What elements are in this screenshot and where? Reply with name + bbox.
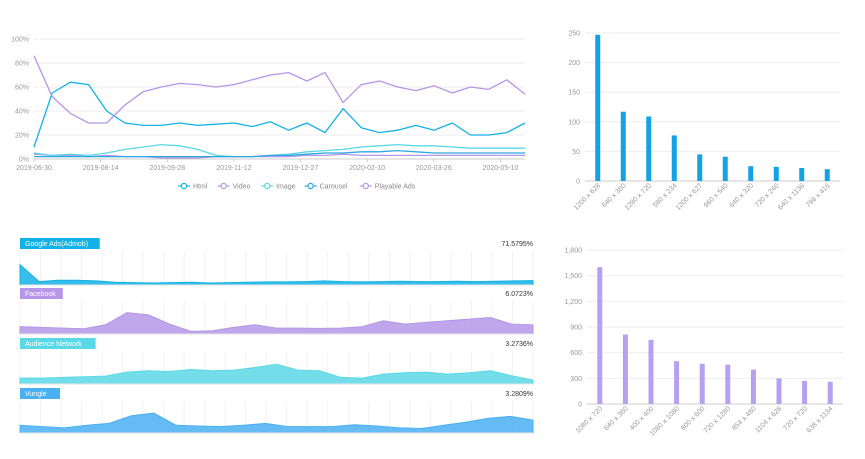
resolution-bar-chart-x-tick-label: 1280 x 720	[624, 182, 654, 212]
resolution-bar-chart-y-tick-label: 50	[572, 149, 580, 156]
size-bar-chart-y-tick-label: 600	[570, 350, 582, 357]
legend-label-html: Html	[193, 184, 208, 191]
x-tick-label: 2019-11-12	[216, 165, 251, 172]
resolution-bar-chart-bar[interactable]	[748, 166, 754, 181]
resolution-bar-chart-x-tick-label: 960 x 540	[703, 182, 730, 209]
y-tick-label: 100%	[11, 37, 29, 44]
legend-label-video: Video	[233, 184, 251, 191]
resolution-bar-chart-y-tick-label: 100	[568, 119, 580, 126]
size-bar-chart-y-tick-label: 1,500	[564, 273, 582, 280]
size-bar-chart-bar[interactable]	[622, 334, 628, 404]
google-ads-admob-label: Google Ads(Admob)	[25, 241, 88, 248]
size-bar-chart-x-tick-label: 638 x 1134	[806, 405, 835, 434]
size-bar-chart-x-tick-label: 720 x 1280	[703, 405, 733, 435]
facebook-percent: 6.0723%	[505, 291, 533, 298]
size-bar-chart-y-tick-label: 1,200	[564, 299, 582, 306]
x-tick-label: 2020-05-10	[483, 165, 519, 172]
size-bar-chart-bar[interactable]	[776, 378, 782, 404]
vungle-area[interactable]	[19, 412, 534, 434]
size-bar-chart-bar[interactable]	[648, 339, 654, 404]
y-tick-label: 20%	[15, 133, 29, 140]
y-tick-label: 60%	[15, 85, 29, 92]
resolution-bar-chart-bar[interactable]	[824, 169, 830, 181]
google-ads-admob-label-tag	[20, 238, 100, 249]
size-bar-chart-x-tick-label: 720 x 720	[782, 405, 809, 432]
legend-label-image: Image	[276, 184, 296, 191]
facebook-area[interactable]	[19, 312, 534, 335]
resolution-bar-chart-bar[interactable]	[595, 34, 601, 181]
y-tick-label: 0%	[19, 157, 29, 164]
facebook-label: Facebook	[25, 291, 56, 298]
legend-label-carousel: Carousel	[320, 184, 348, 191]
resolution-bar-chart-x-tick-label: 640 x 360	[601, 182, 628, 209]
resolution-bar-chart-x-tick-label: 796 x 416	[805, 182, 832, 209]
audience-network-area[interactable]	[19, 363, 534, 385]
size-bar-chart-y-tick-label: 0	[578, 402, 582, 409]
x-tick-label: 2020-02-10	[349, 165, 385, 172]
size-bar-chart-bar[interactable]	[699, 363, 705, 404]
series-line-carousel	[34, 149, 525, 158]
resolution-bar-chart-y-tick-label: 200	[568, 60, 580, 67]
vungle-percent: 3.2809%	[505, 391, 533, 398]
size-bar-chart-y-tick-label: 1,800	[564, 248, 582, 255]
series-line-html	[33, 81, 526, 148]
resolution-bar-chart-bar[interactable]	[646, 116, 652, 181]
size-bar-chart-y-tick-label: 300	[570, 376, 582, 383]
size-bar-chart-bar[interactable]	[674, 361, 680, 404]
audience-network-label: Audience Network	[25, 341, 82, 348]
legend-label-playable-ads: Playable Ads	[375, 184, 416, 191]
audience-network-label-tag	[20, 338, 96, 349]
resolution-bar-chart-x-tick-label: 720 x 240	[754, 182, 781, 209]
resolution-bar-chart-y-tick-label: 150	[568, 90, 580, 97]
series-line-playable-ads	[33, 55, 526, 124]
legend-marker-playable-ads[interactable]	[362, 182, 369, 190]
size-bar-chart-bar[interactable]	[750, 369, 756, 404]
x-tick-label: 2019-08-14	[83, 165, 119, 172]
resolution-bar-chart-y-tick-label: 0	[576, 179, 580, 186]
size-bar-chart-x-tick-label: 800 x 600	[680, 405, 707, 432]
size-bar-chart-y-tick-label: 900	[570, 325, 582, 332]
size-bar-chart-x-tick-label: 854 x 480	[731, 405, 758, 432]
resolution-bar-chart-x-tick-label: 640 x 1136	[777, 182, 806, 211]
google-ads-admob-area[interactable]	[19, 263, 534, 286]
google-ads-admob-percent: 71.5795%	[501, 241, 533, 248]
vungle-label-tag	[20, 388, 60, 399]
legend-marker-image[interactable]	[263, 182, 271, 190]
y-tick-label: 80%	[15, 61, 29, 68]
legend-marker-html[interactable]	[180, 182, 188, 190]
y-tick-label: 40%	[15, 109, 29, 116]
resolution-bar-chart-x-tick-label: 580 x 234	[652, 182, 679, 209]
x-tick-label: 2019-09-28	[149, 165, 185, 172]
resolution-bar-chart-bar[interactable]	[799, 167, 805, 181]
size-bar-chart-x-tick-label: 400 x 400	[629, 405, 656, 432]
size-bar-chart-bar[interactable]	[802, 380, 808, 404]
facebook-label-tag	[20, 288, 63, 299]
audience-network-percent: 3.2736%	[505, 341, 533, 348]
size-bar-chart-bar[interactable]	[725, 364, 731, 404]
resolution-bar-chart-bar[interactable]	[722, 156, 728, 181]
resolution-bar-chart-y-tick-label: 250	[568, 31, 580, 38]
legend-marker-carousel[interactable]	[307, 182, 314, 190]
resolution-bar-chart-x-tick-label: 1200 x 628	[573, 182, 603, 212]
resolution-bar-chart-x-tick-label: 640 x 320	[728, 182, 755, 209]
resolution-bar-chart-bar[interactable]	[671, 135, 677, 181]
resolution-bar-chart-x-tick-label: 1200 x 627	[675, 182, 705, 212]
resolution-bar-chart-bar[interactable]	[620, 111, 626, 181]
size-bar-chart-x-tick-label: 1104 x 628	[754, 405, 783, 434]
resolution-bar-chart-bar[interactable]	[773, 166, 779, 181]
size-bar-chart-bar[interactable]	[827, 381, 833, 404]
resolution-bar-chart-bar[interactable]	[697, 154, 703, 181]
x-tick-label: 2020-03-26	[416, 165, 452, 172]
vungle-label: Vungle	[25, 391, 47, 398]
size-bar-chart-bar[interactable]	[597, 267, 603, 404]
x-tick-label: 2019-06-30	[16, 165, 52, 172]
legend-marker-video[interactable]	[220, 182, 227, 190]
size-bar-chart-x-tick-label: 640 x 360	[603, 405, 630, 432]
x-tick-label: 2019-12-27	[283, 165, 319, 172]
size-bar-chart-x-tick-label: 1080 x 720	[575, 405, 605, 435]
